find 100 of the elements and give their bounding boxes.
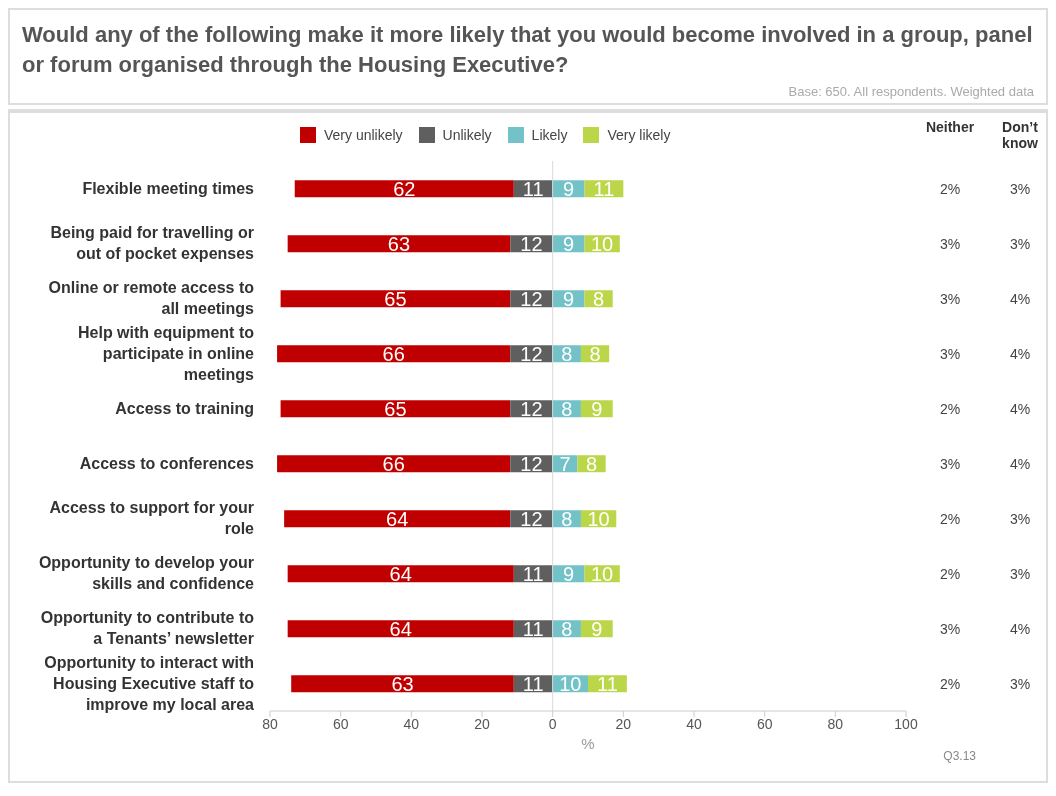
data-label: 9 xyxy=(563,562,575,585)
data-label: 66 xyxy=(382,452,405,475)
data-label: 12 xyxy=(520,287,543,310)
data-label: 11 xyxy=(522,177,544,200)
x-tick-label: 80 xyxy=(262,715,278,732)
chart-title: Would any of the following make it more likely that you would become involved in a group, panel or forum organised through the Housing Executive? xyxy=(22,21,1034,79)
text: 3% xyxy=(1009,565,1031,582)
data-label: 7 xyxy=(559,452,571,475)
data-label: 64 xyxy=(389,562,412,585)
data-label: 12 xyxy=(520,232,543,255)
legend-label: Unlikely xyxy=(441,127,492,143)
text: 3% xyxy=(1009,675,1031,692)
data-label: 63 xyxy=(387,232,411,255)
data-label: 10 xyxy=(591,562,614,585)
legend-label: Likely xyxy=(530,127,568,143)
text: Q3.13 xyxy=(943,749,976,763)
x-tick-label: 80 xyxy=(827,715,844,732)
x-tick-label: 40 xyxy=(403,715,420,732)
data-label: 11 xyxy=(593,177,615,200)
x-axis-title: % xyxy=(581,735,595,752)
data-label: 65 xyxy=(384,287,407,310)
bar xyxy=(277,455,511,473)
x-tick-label: 20 xyxy=(474,715,490,732)
y-tick-label: Access to training xyxy=(115,399,254,417)
x-tick-label: 20 xyxy=(615,715,632,732)
x-tick-label: 60 xyxy=(332,715,349,732)
bar xyxy=(284,510,511,528)
data-label: 8 xyxy=(593,287,605,310)
y-tick-label: Opportunity to interact with Housing Executive staff to improve my local area xyxy=(44,653,255,713)
legend-label: Very unlikely xyxy=(323,127,403,143)
text: 4% xyxy=(1009,455,1031,472)
bar xyxy=(280,290,511,308)
text: 4% xyxy=(1009,400,1031,417)
text: 2% xyxy=(939,180,961,197)
x-tick-label: 100 xyxy=(894,715,918,732)
text: 3% xyxy=(939,455,961,472)
text: 4% xyxy=(1009,290,1031,307)
y-tick-label: Flexible meeting times xyxy=(82,179,255,197)
data-label: 9 xyxy=(563,287,575,310)
data-label: 9 xyxy=(591,617,603,640)
text: 3% xyxy=(1009,510,1031,527)
text: 3% xyxy=(939,345,961,362)
text: 3% xyxy=(1009,235,1031,252)
bar xyxy=(294,180,514,198)
data-label: 8 xyxy=(585,452,598,475)
bar xyxy=(287,565,514,583)
x-tick-label: 40 xyxy=(686,715,702,732)
data-label: 10 xyxy=(559,672,582,695)
data-label: 11 xyxy=(522,617,544,640)
x-tick-label: 0 xyxy=(548,715,557,732)
text: 3% xyxy=(939,620,961,637)
bar xyxy=(280,400,511,418)
data-label: 63 xyxy=(391,672,414,695)
y-tick-label: Help with equipment to participate in online meetings xyxy=(78,323,255,383)
data-label: 11 xyxy=(597,672,618,695)
data-label: 8 xyxy=(561,617,573,640)
bar xyxy=(287,235,511,253)
data-label: 12 xyxy=(520,507,543,530)
data-label: 9 xyxy=(591,397,603,420)
y-tick-label: Online or remote access to all meetings xyxy=(48,279,255,317)
data-label: 12 xyxy=(520,397,543,420)
bar xyxy=(277,345,511,363)
data-label: 9 xyxy=(563,177,575,200)
text: Don’t know xyxy=(1001,119,1039,151)
text: 2% xyxy=(939,565,961,582)
data-label: 8 xyxy=(589,342,601,365)
text: Neither xyxy=(924,119,976,135)
text: 2% xyxy=(939,675,961,692)
y-tick-label: Opportunity to develop your skills and confidence xyxy=(38,554,255,592)
data-label: 64 xyxy=(389,617,412,640)
bar xyxy=(291,675,514,693)
text: 3% xyxy=(939,235,961,252)
data-label: 12 xyxy=(520,452,543,475)
y-tick-label: Opportunity to contribute to a Tenants’ newsletter xyxy=(40,609,255,647)
data-label: 64 xyxy=(386,507,409,530)
legend-label: Very likely xyxy=(606,127,671,143)
data-label: 12 xyxy=(520,342,543,365)
data-label: 62 xyxy=(393,177,416,200)
x-tick-label: 60 xyxy=(756,715,773,732)
chart-subtitle: Base: 650. All respondents. Weighted data xyxy=(787,84,1034,99)
data-label: 8 xyxy=(561,397,573,420)
data-label: 10 xyxy=(591,232,614,255)
text: 2% xyxy=(939,400,961,417)
data-label: 11 xyxy=(522,672,544,695)
text: 4% xyxy=(1009,620,1031,637)
data-label: 8 xyxy=(561,507,573,530)
text: 2% xyxy=(939,510,961,527)
data-label: 10 xyxy=(587,507,610,530)
data-label: 8 xyxy=(561,342,573,365)
text: 3% xyxy=(939,290,961,307)
y-tick-label: Access to conferences xyxy=(79,454,255,472)
bar xyxy=(287,620,514,638)
text: 3% xyxy=(1009,180,1031,197)
text: 4% xyxy=(1009,345,1031,362)
data-label: 65 xyxy=(384,397,407,420)
y-tick-label: Being paid for travelling or out of pocket expenses xyxy=(50,224,255,262)
data-label: 66 xyxy=(382,342,405,365)
data-label: 11 xyxy=(522,562,544,585)
data-label: 9 xyxy=(563,232,575,255)
y-tick-label: Access to support for your role xyxy=(49,499,255,537)
